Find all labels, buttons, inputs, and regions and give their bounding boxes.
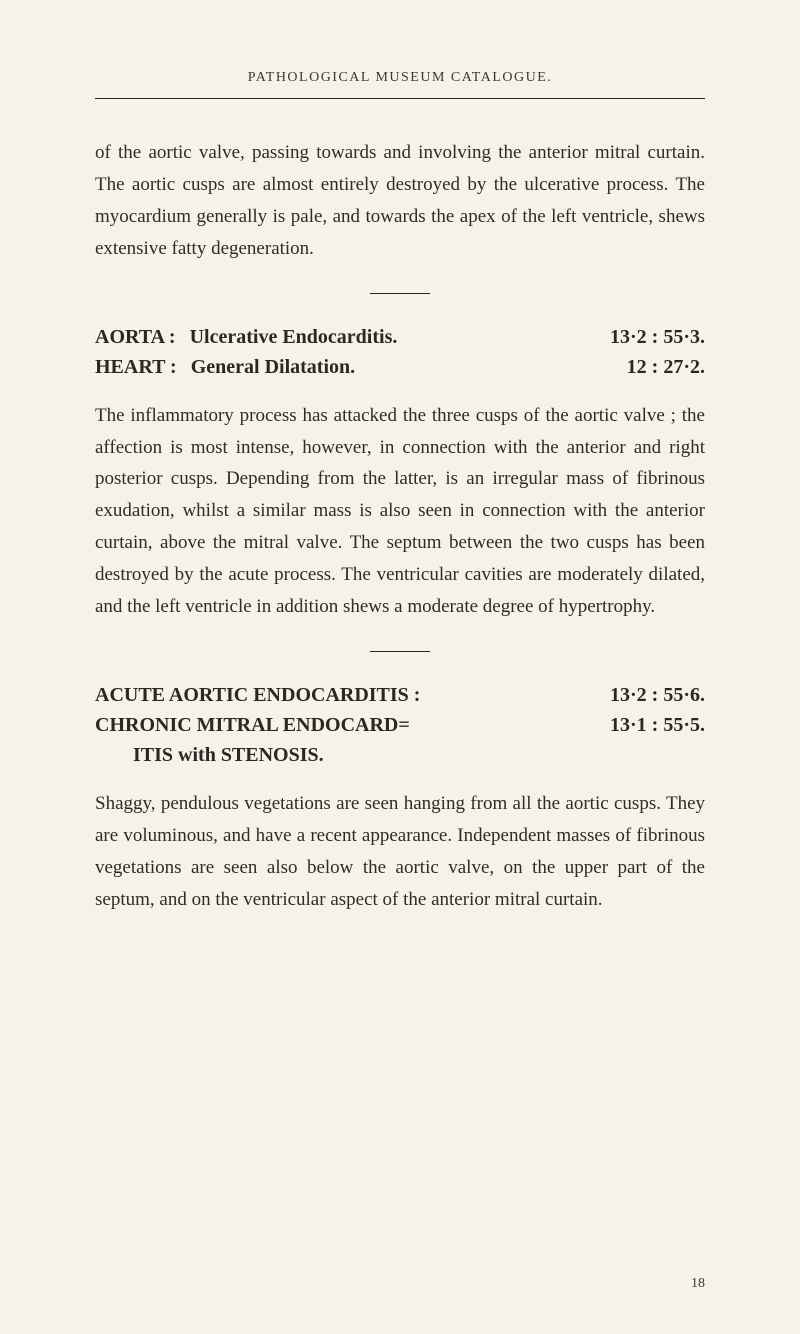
section2-right-line2: 13·1 : 55·5. (610, 710, 705, 740)
section1-heading-row1: AORTA : Ulcerative Endocarditis. 13·2 : … (95, 322, 705, 352)
section2-heading: ACUTE AORTIC ENDOCARDITIS : CHRONIC MITR… (95, 680, 705, 770)
section1-row1-label: AORTA : (95, 322, 176, 352)
section2-body: Shaggy, pendulous vegetations are seen h… (95, 788, 705, 916)
section1-row2-code: 12 : 27·2. (613, 352, 705, 382)
section1-row2-title: General Dilatation. (177, 352, 613, 382)
intro-paragraph: of the aortic valve, passing towards and… (95, 137, 705, 265)
section2-left-line3: ITIS with STENOSIS. (95, 740, 592, 770)
section2-left: ACUTE AORTIC ENDOCARDITIS : CHRONIC MITR… (95, 680, 592, 770)
section2-left-line2: CHRONIC MITRAL ENDOCARD= (95, 710, 592, 740)
section-divider-2 (370, 651, 430, 652)
section1-row1-title: Ulcerative Endocarditis. (176, 322, 596, 352)
section1-body: The inflammatory process has attacked th… (95, 400, 705, 623)
header-rule (95, 98, 705, 99)
section2-heading-block: ACUTE AORTIC ENDOCARDITIS : CHRONIC MITR… (95, 680, 705, 770)
section1-row2-label: HEART : (95, 352, 177, 382)
section1-heading: AORTA : Ulcerative Endocarditis. 13·2 : … (95, 322, 705, 382)
section-divider-1 (370, 293, 430, 294)
section2-left-line1: ACUTE AORTIC ENDOCARDITIS : (95, 680, 592, 710)
page-number: 18 (691, 1276, 705, 1292)
section2-right: 13·2 : 55·6. 13·1 : 55·5. (592, 680, 705, 740)
page-header: PATHOLOGICAL MUSEUM CATALOGUE. (95, 70, 705, 86)
section1-heading-row2: HEART : General Dilatation. 12 : 27·2. (95, 352, 705, 382)
section2-right-line1: 13·2 : 55·6. (610, 680, 705, 710)
section1-row1-code: 13·2 : 55·3. (596, 322, 705, 352)
